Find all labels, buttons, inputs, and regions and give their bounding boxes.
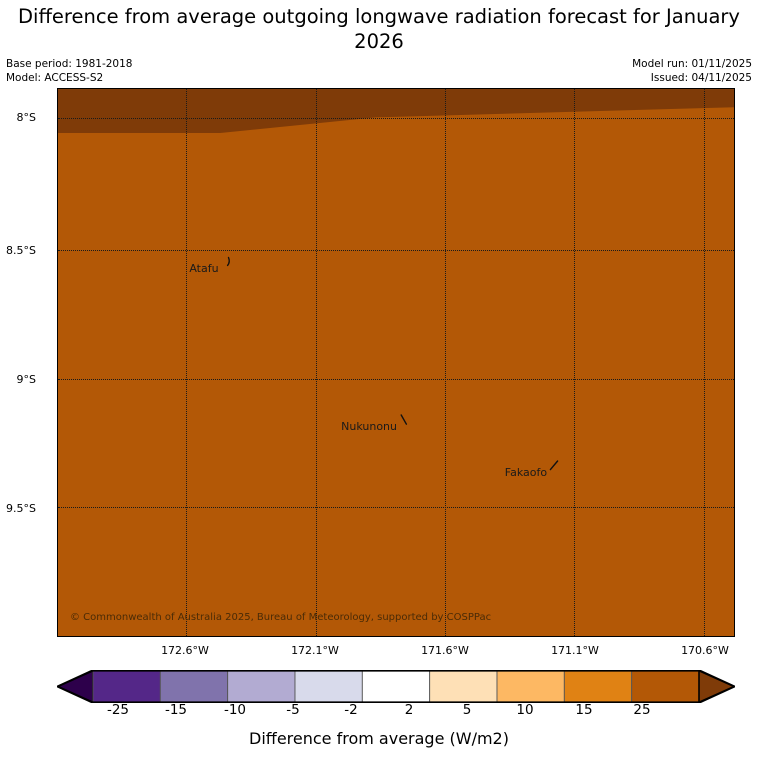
xtick-label-171-1w: 171.1°W <box>551 644 599 657</box>
island-label-nukunonu: Nukunonu <box>341 420 398 434</box>
gridline-lon-171-6 <box>444 89 446 636</box>
copyright-notice: © Commonwealth of Australia 2025, Bureau… <box>70 612 492 623</box>
gridline-lat-9 <box>58 378 734 380</box>
map-plot-area: Atafu Nukunonu Fakaofo © Commonwealth of… <box>57 88 735 637</box>
colorbar-tick-pos15: 15 <box>575 702 593 718</box>
ytick-label-9-5s: 9.5°S <box>6 502 36 515</box>
colorbar-band <box>294 670 363 703</box>
colorbar-title: Difference from average (W/m2) <box>249 729 509 748</box>
colorbar-band <box>361 670 431 703</box>
base-period-text: Base period: 1981-2018 <box>6 58 133 70</box>
ytick-label-8s: 8°S <box>16 111 36 124</box>
xtick-label-170-6w: 170.6°W <box>681 644 729 657</box>
gridline-lon-171-1 <box>574 89 576 636</box>
gridline-lat-9-5 <box>58 507 734 509</box>
model-text: Model: ACCESS-S2 <box>6 72 104 84</box>
colorbar-band <box>429 670 498 703</box>
anomaly-region-over-25 <box>58 89 734 133</box>
coastline-icon <box>548 460 560 474</box>
colorbar-svg <box>57 670 735 703</box>
colorbar-tick-pos5: 5 <box>462 702 472 718</box>
colorbar-outline <box>57 670 735 703</box>
ytick-label-8-5s: 8.5°S <box>6 244 36 257</box>
colorbar-band <box>563 670 633 703</box>
gridline-lon-172-6 <box>185 89 187 636</box>
colorbar-tick-pos2: 2 <box>404 702 414 718</box>
ytick-label-9s: 9°S <box>16 373 36 386</box>
colorbar-tick-pos25: 25 <box>633 702 651 718</box>
gridline-lat-8-5 <box>58 250 734 252</box>
colorbar-tick-pos10: 10 <box>516 702 534 718</box>
gridline-lon-170-6 <box>703 89 705 636</box>
colorbar-extend-low <box>57 670 94 703</box>
colorbar-band <box>92 670 161 703</box>
colorbar <box>57 670 735 703</box>
coastline-icon <box>220 256 232 270</box>
colorbar-band <box>496 670 565 703</box>
title-block: Difference from average outgoing longwav… <box>0 4 758 54</box>
colorbar-band <box>159 670 229 703</box>
page-title: Difference from average outgoing longwav… <box>18 5 740 53</box>
issued-text: Issued: 04/11/2025 <box>650 72 752 84</box>
colorbar-extend-high <box>698 670 735 703</box>
colorbar-tick-neg10: -10 <box>223 702 247 718</box>
island-label-fakaofo: Fakaofo <box>504 466 548 480</box>
model-run-text: Model run: 01/11/2025 <box>632 58 752 70</box>
island-label-atafu: Atafu <box>189 261 219 275</box>
metadata-left: Base period: 1981-2018 Model: ACCESS-S2 <box>6 57 132 85</box>
xtick-label-172-6w: 172.6°W <box>161 644 209 657</box>
colorbar-tick-neg15: -15 <box>164 702 188 718</box>
colorbar-band <box>631 670 700 703</box>
xtick-label-171-6w: 171.6°W <box>421 644 469 657</box>
colorbar-band <box>227 670 296 703</box>
metadata-right: Model run: 01/11/2025 Issued: 04/11/2025 <box>632 57 752 85</box>
xtick-label-172-1w: 172.1°W <box>291 644 339 657</box>
colorbar-tick-neg5: -5 <box>286 702 300 718</box>
coastline-icon <box>398 414 410 428</box>
colorbar-tick-neg2: -2 <box>344 702 358 718</box>
colorbar-tick-neg25: -25 <box>106 702 130 718</box>
gridline-lon-172-1 <box>315 89 317 636</box>
